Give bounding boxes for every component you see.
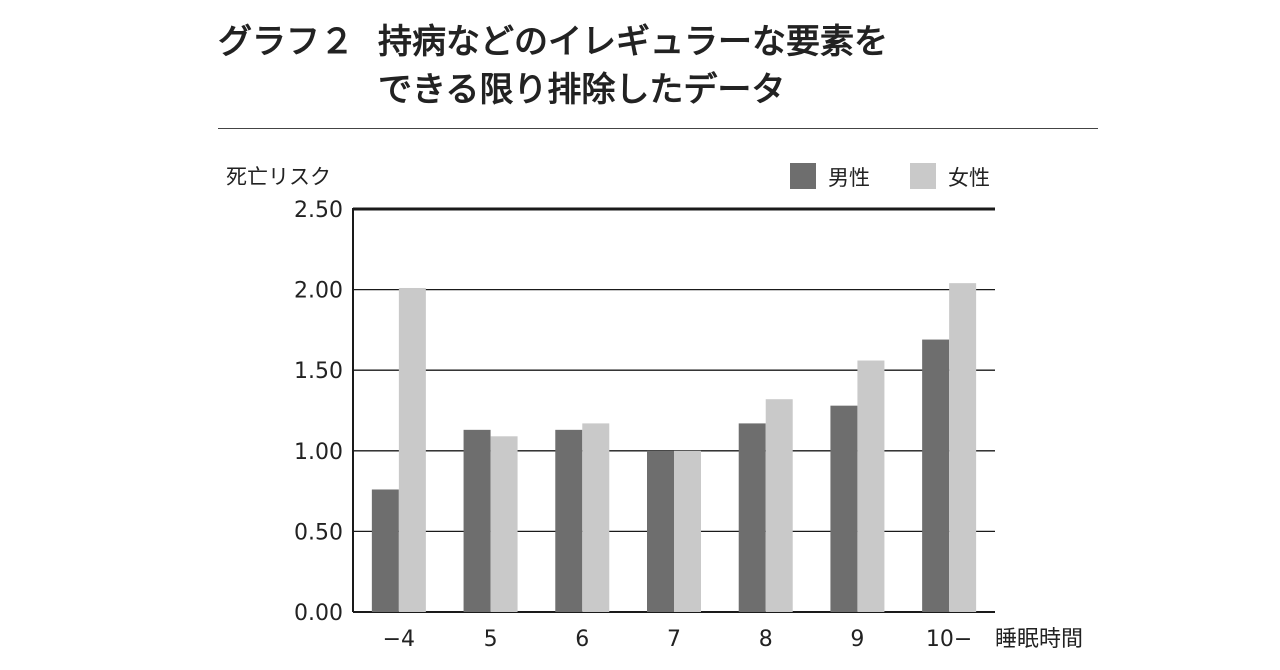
- bar-female: [949, 283, 977, 612]
- bar-female: [674, 450, 701, 612]
- bar-male: [555, 429, 583, 612]
- bar-male: [371, 489, 399, 612]
- bar-male: [647, 450, 674, 612]
- x-tick-label: −4: [383, 627, 415, 652]
- legend-label: 女性: [948, 166, 990, 190]
- chart-title-line2: できる限り排除したデータ: [378, 70, 786, 110]
- chart-title-line1: 持病などのイレギュラーな要素を: [378, 22, 888, 62]
- y-tick-label: 1.50: [294, 359, 343, 384]
- y-axis-label: 死亡リスク: [226, 165, 331, 189]
- x-tick-label: 10−: [926, 627, 972, 652]
- x-tick-label: 6: [575, 627, 589, 652]
- title-divider: [218, 128, 1098, 129]
- y-tick-label: 1.00: [294, 440, 343, 465]
- bar-male: [830, 405, 858, 612]
- bar-female: [398, 287, 426, 612]
- bar-male: [463, 429, 491, 612]
- y-tick-label: 0.50: [294, 520, 343, 545]
- bar-female: [765, 399, 793, 612]
- x-tick-label: 5: [484, 627, 498, 652]
- bar-female: [582, 423, 610, 612]
- x-tick-label: 8: [759, 627, 773, 652]
- legend-swatch: [910, 163, 936, 189]
- legend-label: 男性: [828, 166, 870, 190]
- x-axis-label: 睡眠時間: [995, 627, 1083, 652]
- chart-title-prefix: グラフ２: [218, 22, 354, 62]
- bar-male: [922, 339, 950, 612]
- y-tick-label: 2.00: [294, 279, 343, 304]
- chart-title: グラフ２ 持病などのイレギュラーな要素を できる限り排除したデータ: [218, 18, 888, 114]
- legend-swatch: [790, 163, 816, 189]
- y-tick-label: 2.50: [294, 198, 343, 223]
- bar-male: [738, 423, 766, 612]
- bar-female: [857, 360, 885, 612]
- y-tick-label: 0.00: [294, 601, 343, 626]
- x-tick-label: 7: [667, 627, 681, 652]
- x-tick-label: 9: [850, 627, 864, 652]
- bar-female: [490, 436, 518, 612]
